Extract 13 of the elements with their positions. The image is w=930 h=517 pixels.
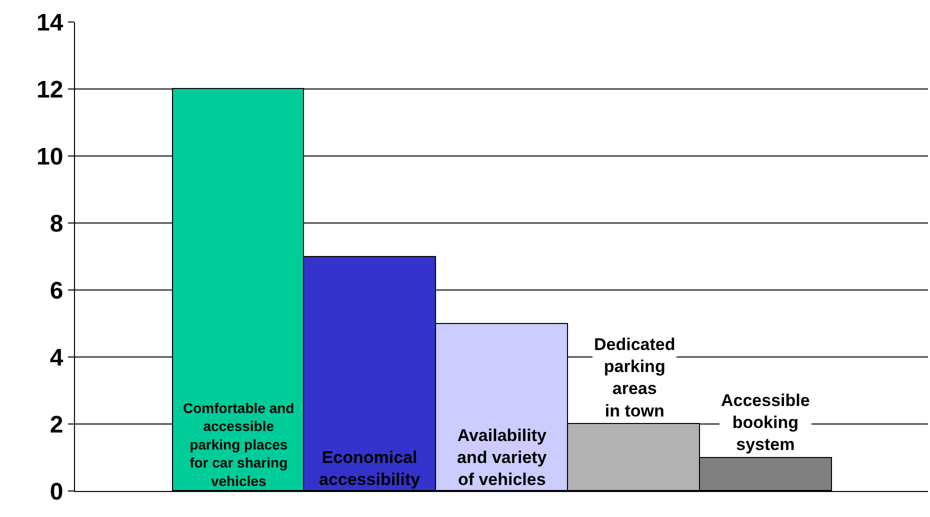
- y-tick-label: 4: [50, 344, 64, 372]
- x-tick-label: Economical accessibility: [319, 448, 421, 490]
- x-tick-label: Availability and variety of vehicles: [457, 426, 548, 490]
- y-tick-label: 8: [50, 210, 64, 238]
- y-tick-label: 12: [36, 76, 64, 104]
- y-tick-label: 14: [36, 9, 64, 36]
- x-tick-label: Comfortable and accessible parking places for car sharing vehicles: [183, 400, 294, 489]
- y-tick-label: 2: [50, 411, 64, 438]
- y-tick-label: 10: [36, 143, 64, 170]
- x-tick-label: Accessible booking system: [721, 391, 810, 454]
- y-tick-label: 6: [50, 277, 64, 304]
- x-tick-label: Dedicated parking areas in town: [594, 335, 676, 420]
- y-tick-label: 0: [50, 478, 64, 506]
